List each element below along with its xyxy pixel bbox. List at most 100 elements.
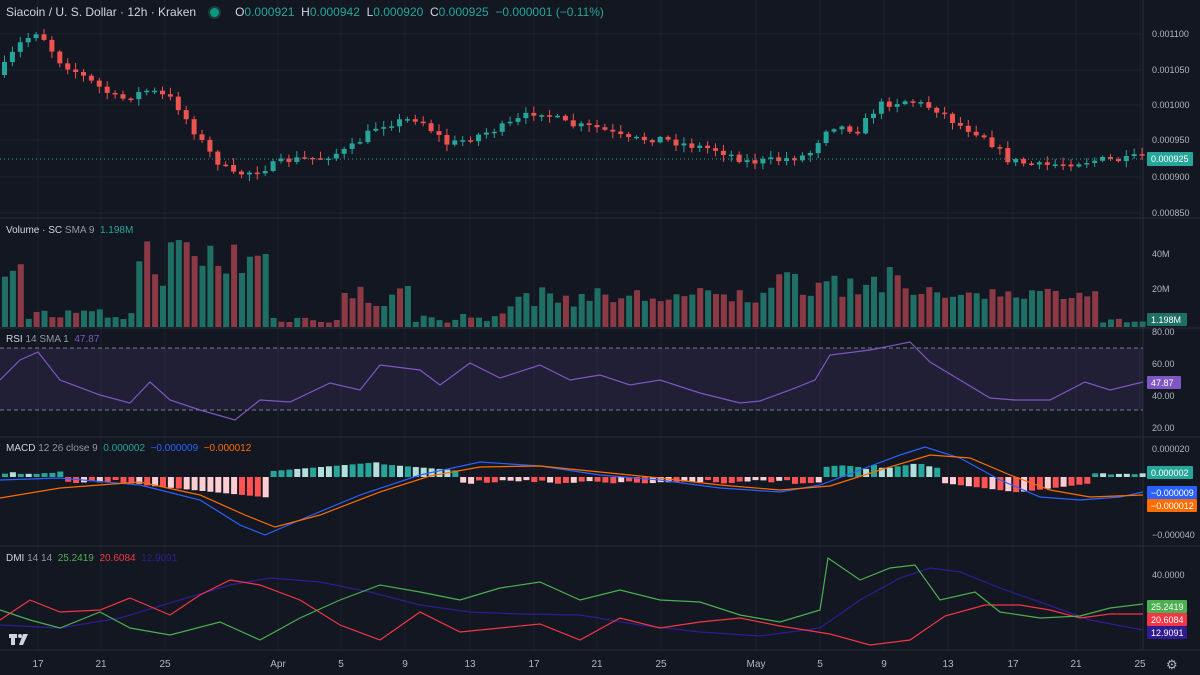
candle-body — [531, 112, 537, 116]
volume-bar — [144, 241, 151, 327]
macd-line — [0, 446, 1144, 536]
macd-histogram-bar — [957, 477, 964, 486]
tradingview-logo-icon[interactable] — [8, 631, 30, 647]
candle-body — [610, 129, 616, 132]
candle-body — [373, 128, 379, 131]
volume-bar — [96, 309, 103, 327]
adx-badge — [1147, 626, 1187, 639]
volume-bar — [9, 270, 16, 327]
macd-histogram-bar — [665, 477, 672, 483]
macd-histogram-bar — [610, 477, 617, 484]
candle-body — [183, 110, 189, 120]
macd-histogram-bar — [341, 465, 348, 477]
volume-bar — [957, 294, 964, 327]
settings-gear-icon[interactable]: ⚙ — [1166, 657, 1178, 672]
volume-bar — [428, 317, 435, 327]
macd-histogram-bar — [878, 467, 885, 477]
candle-body — [1044, 162, 1050, 165]
candle-body — [476, 134, 481, 142]
macd-histogram-bar — [902, 465, 909, 477]
candle-body — [1123, 156, 1129, 162]
macd-histogram-bar — [744, 477, 751, 482]
candle-body — [784, 158, 790, 162]
volume-bar — [262, 253, 269, 327]
volume-last-label: 1.198M — [1151, 315, 1181, 325]
volume-bar — [799, 294, 806, 327]
candle-body — [444, 134, 450, 145]
volume-bar — [1084, 296, 1091, 327]
volume-bar — [657, 301, 664, 327]
volume-bar — [823, 281, 830, 327]
volume-tick-label: 40M — [1152, 249, 1170, 259]
macd-histogram-bar — [17, 473, 24, 477]
macd-histogram-bar — [776, 477, 783, 481]
macd-histogram-bar — [286, 469, 293, 477]
macd-tick-label: −0.000040 — [1152, 530, 1195, 540]
macd-histogram-bar — [1100, 473, 1107, 477]
volume-bar — [1100, 322, 1107, 327]
candle-body — [744, 160, 750, 163]
price-tick-label: 0.001050 — [1152, 65, 1190, 75]
rsi-legend[interactable]: RSI 14 SMA 1 47.87 — [6, 334, 100, 345]
volume-bar — [720, 294, 727, 327]
macd-histogram-bar — [349, 464, 356, 477]
ohlc-readout: O0.000921 H0.000942 L0.000920 C0.000925 … — [235, 5, 604, 19]
macd-histogram-bar — [784, 477, 791, 481]
candle-body — [950, 113, 955, 123]
volume-bar — [697, 288, 704, 327]
candle-body — [246, 172, 252, 175]
time-axis-label: 9 — [881, 659, 887, 670]
macd-histogram-bar — [136, 477, 143, 484]
volume-bar — [807, 295, 814, 327]
candle-body — [855, 131, 861, 134]
candle-body — [839, 126, 845, 130]
price-tick-label: 0.001100 — [1152, 29, 1189, 39]
volume-bar — [878, 292, 885, 327]
volume-bar — [254, 255, 261, 327]
time-axis-label: 13 — [464, 659, 476, 670]
volume-legend[interactable]: Volume · SC SMA 9 1.198M — [6, 225, 134, 236]
volume-bar — [349, 298, 356, 327]
volume-bar — [776, 274, 783, 327]
price-tick-label: 0.000850 — [1152, 208, 1190, 218]
macd-histogram-bar — [112, 477, 119, 481]
macd-histogram-bar — [894, 466, 901, 477]
volume-bar — [507, 306, 514, 327]
macd-histogram-bar — [144, 477, 151, 486]
volume-bar — [570, 306, 577, 327]
volume-bar — [128, 313, 135, 327]
dmi-legend[interactable]: DMI 14 14 25.2419 20.6084 12.9091 — [6, 553, 178, 564]
volume-bar — [491, 316, 498, 327]
volume-bar — [1029, 290, 1035, 327]
volume-bar — [1115, 318, 1122, 327]
candle-body — [507, 121, 513, 124]
volume-bar — [286, 322, 293, 327]
macd-histogram-bar — [1021, 477, 1028, 492]
volume-bar — [555, 302, 561, 327]
dmi-minus-last-label: 20.6084 — [1151, 615, 1184, 625]
volume-bar — [713, 294, 719, 327]
candle-body — [25, 38, 31, 43]
macd-legend[interactable]: MACD 12 26 close 9 0.000002 −0.000009 −0… — [6, 443, 252, 454]
time-axis-label: 25 — [1134, 659, 1146, 670]
candle-body — [136, 91, 142, 100]
volume-bar — [760, 292, 767, 327]
adx-last-label: 12.9091 — [1151, 628, 1184, 638]
dmi-plus-last-label: 25.2419 — [1151, 602, 1184, 612]
volume-bar — [191, 256, 198, 327]
volume-bar — [389, 294, 396, 327]
volume-bar — [460, 314, 467, 327]
symbol-title[interactable]: Siacoin / U. S. Dollar · 12h · Kraken — [6, 5, 197, 19]
candle-body — [270, 161, 276, 172]
candle-body — [468, 140, 474, 142]
volume-bar — [65, 310, 72, 327]
candle-body — [578, 123, 584, 127]
macd-histogram-bar — [641, 477, 648, 484]
candle-body — [728, 154, 734, 157]
macd-histogram-bar — [950, 477, 956, 485]
volume-bar — [752, 302, 759, 327]
candle-body — [997, 147, 1003, 149]
dmi-plus-line — [0, 556, 1144, 641]
volume-bar — [136, 261, 143, 327]
